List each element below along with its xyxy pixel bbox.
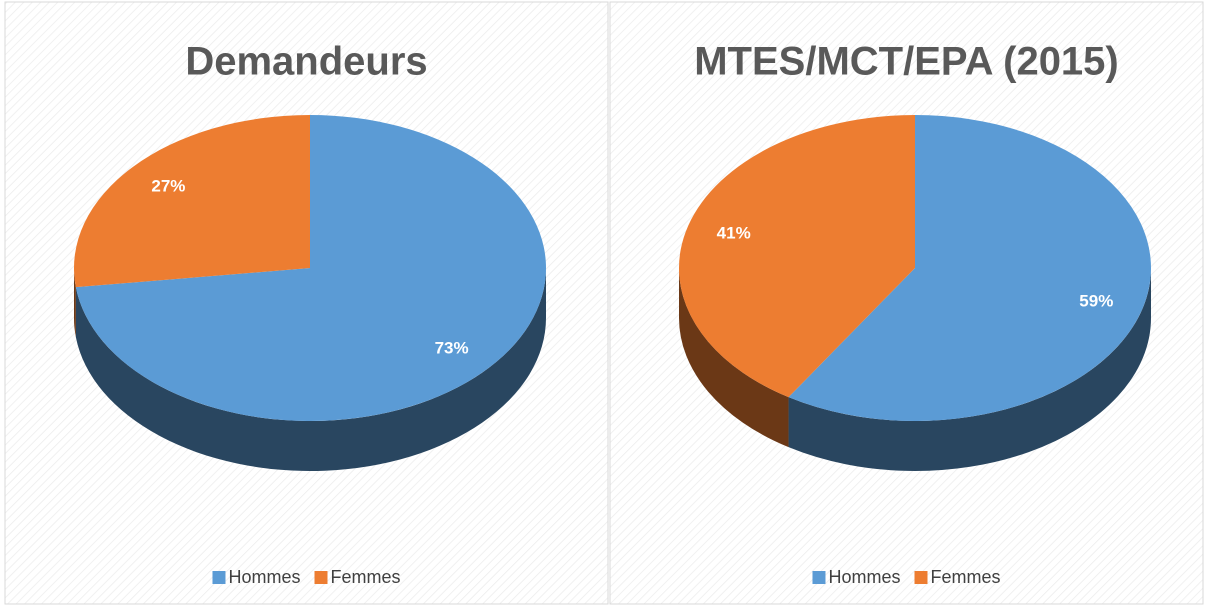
legend-label: Femmes <box>331 567 401 587</box>
pie-slice <box>74 115 310 288</box>
legend-swatch <box>314 571 328 584</box>
data-label: 27% <box>151 177 185 196</box>
pie-slice <box>75 115 546 422</box>
pie-slice <box>679 115 915 398</box>
slice-side <box>75 268 546 472</box>
chart: MTES/MCT/EPA (2015) 59% 41% Hommes Femmes <box>609 1 1204 605</box>
chart-title: MTES/MCT/EPA (2015) <box>694 40 1119 84</box>
legend-swatch <box>812 571 826 584</box>
chart-title: Demandeurs <box>185 40 427 84</box>
legend-swatch <box>914 571 928 584</box>
data-label: 41% <box>717 223 751 242</box>
slice-side <box>74 268 76 338</box>
pie-slice <box>788 115 1151 421</box>
chart: Demandeurs 73% 27% Hommes Femmes <box>4 1 609 605</box>
legend: Hommes Femmes <box>812 567 1001 587</box>
data-label: 59% <box>1079 292 1113 311</box>
slice-side <box>788 268 1151 471</box>
slice-side <box>679 268 789 448</box>
data-label: 73% <box>435 338 469 357</box>
legend-label: Femmes <box>931 567 1001 587</box>
legend-label: Hommes <box>828 567 900 587</box>
legend-label: Hommes <box>228 567 300 587</box>
legend-swatch <box>212 571 226 584</box>
legend: Hommes Femmes <box>212 567 401 587</box>
